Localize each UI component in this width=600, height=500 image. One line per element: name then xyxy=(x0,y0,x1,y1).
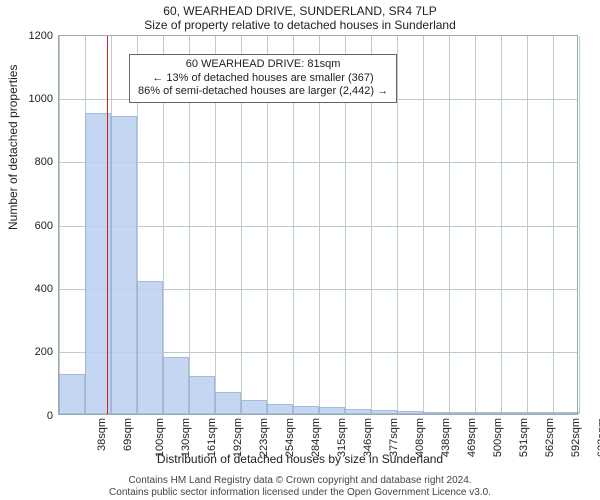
plot-area: 02004006008001000120038sqm69sqm100sqm130… xyxy=(58,35,578,415)
gridline-v xyxy=(527,36,528,414)
legend-line-2: ← 13% of detached houses are smaller (36… xyxy=(138,72,388,86)
histogram-bar xyxy=(345,409,370,414)
title-line-1: 60, WEARHEAD DRIVE, SUNDERLAND, SR4 7LP xyxy=(0,0,600,18)
legend-line-3: 86% of semi-detached houses are larger (… xyxy=(138,85,388,99)
y-tick-label: 1000 xyxy=(19,93,53,105)
gridline-v xyxy=(501,36,502,414)
histogram-bar xyxy=(553,412,578,414)
histogram-bar xyxy=(189,376,214,414)
y-tick-label: 0 xyxy=(19,410,53,422)
histogram-bar xyxy=(397,411,422,414)
legend-box: 60 WEARHEAD DRIVE: 81sqm← 13% of detache… xyxy=(129,54,397,103)
y-tick-label: 200 xyxy=(19,346,53,358)
gridline-v xyxy=(449,36,450,414)
gridline-v xyxy=(579,36,580,414)
histogram-bar xyxy=(163,357,188,414)
histogram-bar xyxy=(111,116,136,414)
legend-line-1: 60 WEARHEAD DRIVE: 81sqm xyxy=(138,58,388,72)
histogram-bar xyxy=(293,406,318,414)
x-axis-label: Distribution of detached houses by size … xyxy=(0,452,600,466)
gridline-v xyxy=(59,36,60,414)
histogram-bar xyxy=(241,400,266,414)
histogram-bar xyxy=(319,407,344,413)
reference-line xyxy=(107,36,108,414)
y-tick-label: 800 xyxy=(19,156,53,168)
histogram-bar xyxy=(371,410,396,414)
footer-line-2: Contains public sector information licen… xyxy=(0,487,600,499)
y-axis-label: Number of detached properties xyxy=(6,65,20,230)
x-tick-label: 69sqm xyxy=(122,418,134,451)
title-line-2: Size of property relative to detached ho… xyxy=(0,18,600,32)
y-tick-label: 400 xyxy=(19,283,53,295)
footer: Contains HM Land Registry data © Crown c… xyxy=(0,475,600,498)
gridline-v xyxy=(423,36,424,414)
histogram-bar xyxy=(215,392,240,414)
chart: 02004006008001000120038sqm69sqm100sqm130… xyxy=(58,35,578,415)
footer-line-1: Contains HM Land Registry data © Crown c… xyxy=(0,475,600,487)
gridline-v xyxy=(397,36,398,414)
y-tick-label: 1200 xyxy=(19,30,53,42)
histogram-bar xyxy=(527,412,552,414)
y-tick-label: 600 xyxy=(19,220,53,232)
x-tick-label: 38sqm xyxy=(96,418,108,451)
histogram-bar xyxy=(137,281,162,414)
histogram-bar xyxy=(501,412,526,414)
histogram-bar xyxy=(59,374,84,414)
histogram-bar xyxy=(475,412,500,414)
histogram-bar xyxy=(423,412,448,414)
histogram-bar xyxy=(449,412,474,414)
gridline-v xyxy=(475,36,476,414)
histogram-bar xyxy=(267,404,292,414)
gridline-v xyxy=(553,36,554,414)
